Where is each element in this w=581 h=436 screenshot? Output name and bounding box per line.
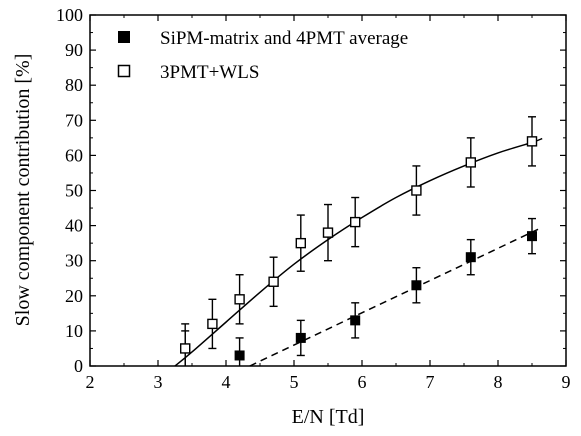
marker-open-square: [179, 343, 191, 354]
marker-open-square: [465, 157, 476, 168]
data-points: [179, 116, 538, 366]
marker-open-square: [350, 216, 361, 228]
marker-filled-square: [295, 332, 306, 343]
x-tick-label: 6: [358, 372, 367, 392]
x-tick-label: 3: [154, 372, 163, 392]
legend-marker-filled-square: [118, 31, 130, 43]
marker-filled-square: [411, 280, 422, 291]
point-3pmt: [411, 165, 422, 216]
marker-filled-square: [234, 350, 245, 361]
y-tick-label: 50: [65, 181, 83, 201]
fit-line-sipm: [249, 226, 543, 367]
y-tick-label: 30: [65, 251, 83, 271]
marker-open-square: [322, 227, 334, 238]
marker-open-square: [268, 276, 279, 287]
x-tick-label: 5: [290, 372, 299, 392]
legend-label-sipm: SiPM-matrix and 4PMT average: [160, 28, 408, 49]
point-3pmt: [526, 116, 538, 167]
point-3pmt: [179, 323, 191, 366]
x-tick-label: 4: [222, 372, 231, 392]
marker-filled-square: [527, 231, 537, 242]
y-tick-label: 0: [74, 356, 83, 376]
marker-open-square: [234, 294, 245, 305]
marker-filled-square: [350, 315, 361, 326]
x-tick-label: 9: [562, 372, 571, 392]
x-tick-label: 2: [86, 372, 95, 392]
marker-open-square: [526, 136, 538, 147]
marker-open-square: [295, 237, 306, 249]
y-tick-label: 60: [65, 145, 83, 165]
point-sipm: [295, 319, 306, 357]
point-sipm: [350, 302, 361, 339]
point-3pmt: [322, 203, 334, 262]
y-tick-label: 90: [65, 40, 83, 60]
y-tick-label: 80: [65, 75, 83, 95]
point-sipm: [527, 217, 537, 255]
legend-label-3pmt: 3PMT+WLS: [160, 62, 259, 83]
fit-lines: [174, 137, 543, 367]
y-tick-label: 100: [56, 5, 83, 25]
point-3pmt: [350, 196, 361, 248]
point-3pmt: [207, 298, 218, 350]
y-axis-label: Slow component contribution [%]: [12, 54, 34, 327]
fit-line-3pmt: [174, 137, 543, 367]
point-sipm: [465, 238, 476, 276]
marker-open-square: [207, 318, 218, 330]
y-tick-label: 70: [65, 110, 83, 130]
point-3pmt: [465, 137, 476, 188]
legend-marker-open-square: [117, 64, 131, 78]
point-sipm: [411, 267, 422, 304]
point-3pmt: [234, 274, 245, 325]
x-axis: 2 3 4 5 6 7 8 9: [86, 15, 571, 392]
point-sipm: [234, 337, 245, 366]
x-tick-label: 8: [494, 372, 503, 392]
y-axis: 0 10 20 30 40 50 60 70 80 90 100: [56, 5, 566, 376]
marker-open-square: [411, 185, 422, 196]
y-tick-label: 40: [65, 216, 83, 236]
point-3pmt: [268, 256, 279, 308]
x-tick-label: 7: [426, 372, 435, 392]
legend: SiPM-matrix and 4PMT average 3PMT+WLS: [117, 28, 408, 83]
y-tick-label: 10: [65, 321, 83, 341]
marker-filled-square: [465, 252, 476, 263]
y-tick-label: 20: [65, 286, 83, 306]
x-axis-label: E/N [Td]: [292, 406, 365, 428]
point-3pmt: [295, 214, 306, 272]
